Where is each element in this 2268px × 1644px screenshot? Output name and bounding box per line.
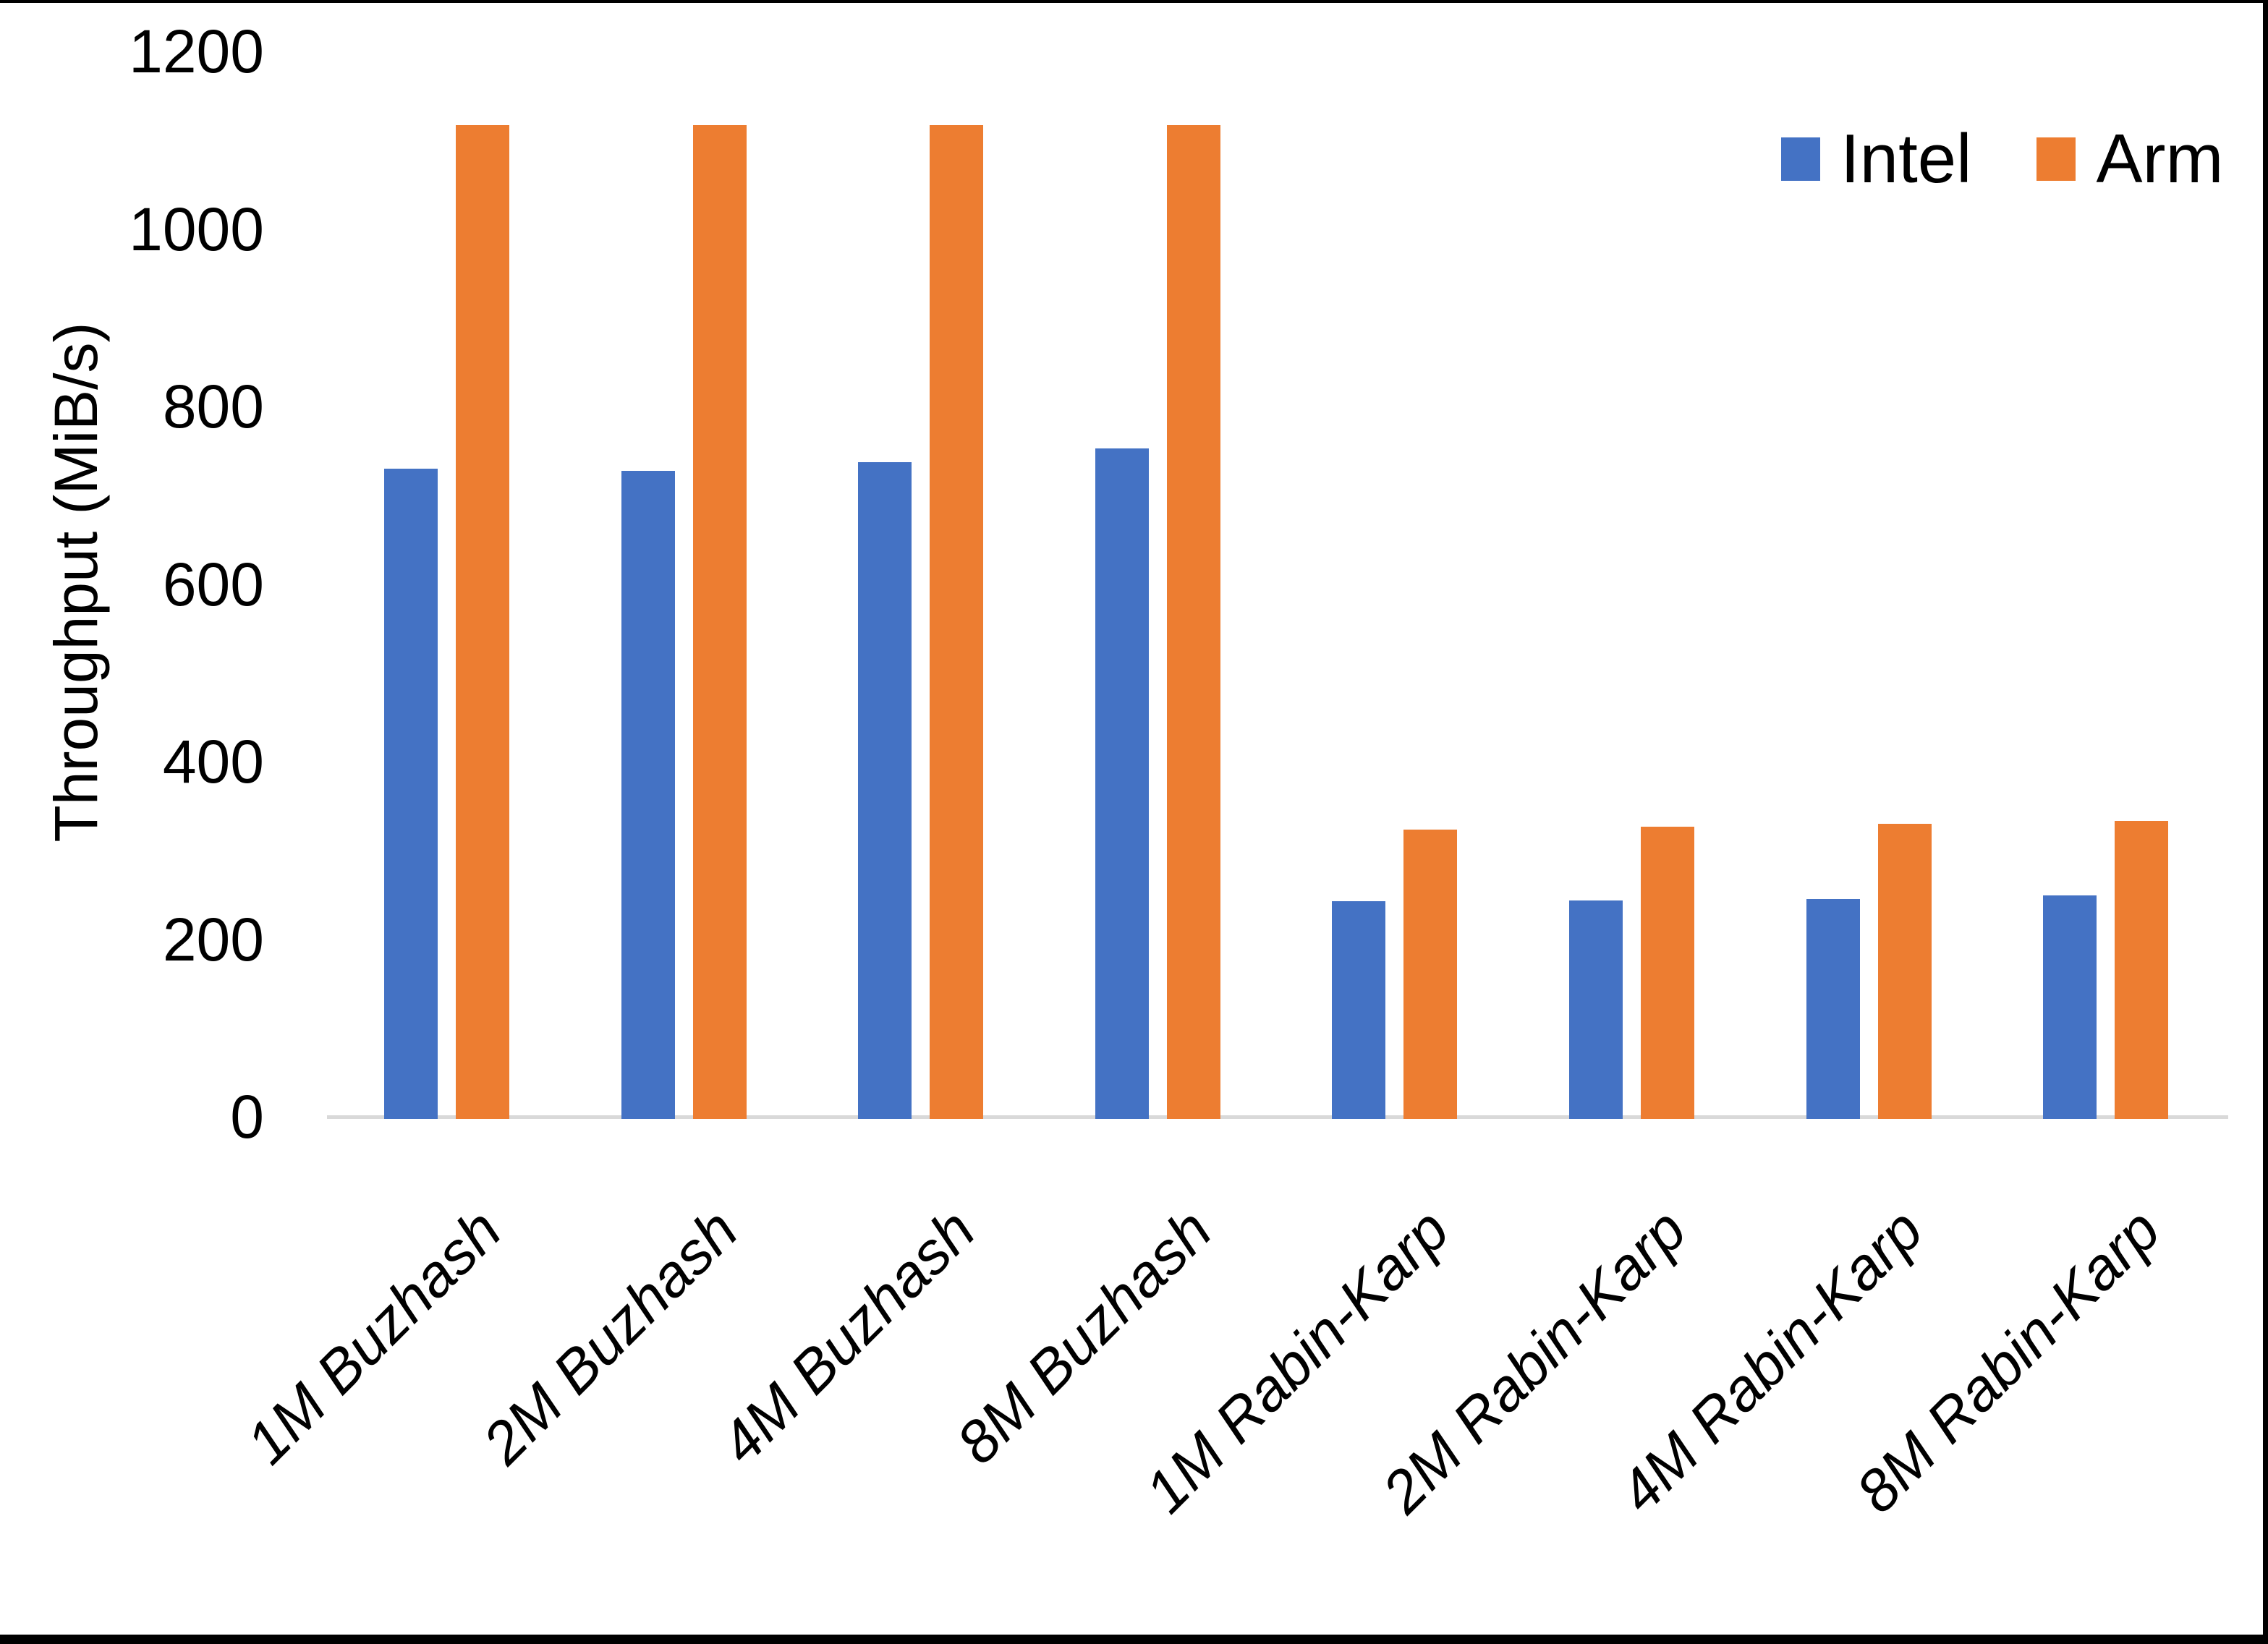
bar-arm-8m-rabin-karp bbox=[2115, 821, 2168, 1119]
bar-intel-4m-rabin-karp bbox=[1806, 899, 1860, 1119]
legend-swatch-intel bbox=[1781, 137, 1820, 181]
chart-legend: Intel Arm bbox=[1781, 114, 2223, 204]
bar-intel-8m-rabin-karp bbox=[2043, 895, 2097, 1119]
y-axis-tick-label: 200 bbox=[162, 905, 264, 974]
bar-intel-2m-buzhash bbox=[621, 471, 675, 1119]
bar-arm-1m-rabin-karp bbox=[1403, 830, 1457, 1119]
bar-arm-2m-buzhash bbox=[693, 125, 747, 1119]
x-axis-line bbox=[327, 1115, 2228, 1119]
bar-intel-8m-buzhash bbox=[1095, 448, 1149, 1119]
legend-label-arm: Arm bbox=[2096, 120, 2224, 197]
legend-swatch-arm bbox=[2036, 137, 2076, 181]
bar-arm-1m-buzhash bbox=[456, 125, 509, 1119]
legend-item-intel: Intel bbox=[1781, 114, 1971, 204]
bar-arm-4m-buzhash bbox=[930, 125, 983, 1119]
frame-border-bottom bbox=[0, 1635, 2268, 1644]
y-axis-tick-label: 0 bbox=[230, 1083, 264, 1151]
frame-border-top bbox=[0, 0, 2268, 3]
y-axis-tick-label: 600 bbox=[162, 550, 264, 618]
legend-label-intel: Intel bbox=[1840, 120, 1972, 197]
y-axis-tick-label: 1200 bbox=[129, 17, 264, 85]
bar-arm-4m-rabin-karp bbox=[1878, 824, 1932, 1119]
bar-arm-8m-buzhash bbox=[1167, 125, 1220, 1119]
y-axis-tick-label: 800 bbox=[162, 372, 264, 440]
bar-intel-1m-buzhash bbox=[384, 469, 438, 1119]
bar-intel-4m-buzhash bbox=[858, 462, 912, 1119]
bar-intel-1m-rabin-karp bbox=[1332, 901, 1385, 1119]
bar-arm-2m-rabin-karp bbox=[1641, 827, 1694, 1119]
x-axis-category-label: 1M Buzhash bbox=[234, 1196, 514, 1477]
y-axis-tick-label: 400 bbox=[162, 728, 264, 796]
frame-border-right bbox=[2263, 0, 2268, 1644]
legend-item-arm: Arm bbox=[2036, 114, 2223, 204]
y-axis-tick-label: 1000 bbox=[129, 195, 264, 263]
bar-intel-2m-rabin-karp bbox=[1569, 900, 1623, 1119]
